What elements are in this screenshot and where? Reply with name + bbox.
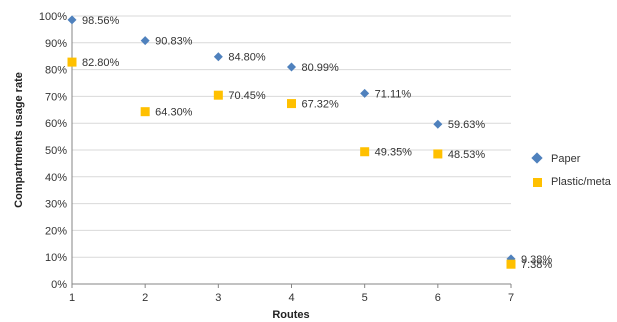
paper-data-label: 9.38% xyxy=(521,254,552,266)
legend-paper-label: Paper xyxy=(551,153,581,165)
legend-plastic-label: Plastic/meta xyxy=(551,176,612,188)
plastic-point xyxy=(140,107,150,117)
paper-data-label: 98.56% xyxy=(82,15,120,27)
y-tick-label: 70% xyxy=(45,91,67,103)
plastic-data-label: 49.35% xyxy=(375,147,413,159)
y-tick-label: 30% xyxy=(45,199,67,211)
legend: Paper Plastic/meta xyxy=(531,152,612,188)
axes xyxy=(71,16,512,288)
y-tick-label: 0% xyxy=(51,279,67,291)
x-tick-label: 3 xyxy=(215,292,221,304)
y-tick-label: 90% xyxy=(45,38,67,50)
legend-plastic-marker xyxy=(533,178,542,187)
plastic-point xyxy=(360,147,370,157)
paper-point xyxy=(287,62,296,72)
paper-data-label: 90.83% xyxy=(155,36,193,48)
plastic-point xyxy=(506,259,516,269)
plastic-data-label: 7.38% xyxy=(521,259,552,271)
x-tick-label: 2 xyxy=(142,292,148,304)
paper-point xyxy=(433,119,443,129)
x-tick-label: 4 xyxy=(288,292,294,304)
y-tick-label: 40% xyxy=(45,172,67,184)
plastic-point xyxy=(433,149,443,159)
x-tick-label: 1 xyxy=(69,292,75,304)
y-tick-label: 80% xyxy=(45,65,67,77)
paper-point xyxy=(67,15,77,25)
y-tick-label: 100% xyxy=(39,11,67,23)
paper-point xyxy=(213,52,223,62)
plastic-data-label: 67.32% xyxy=(302,99,340,111)
x-tick-label: 6 xyxy=(435,292,441,304)
y-tick-label: 20% xyxy=(45,225,67,237)
plastic-data-label: 82.80% xyxy=(82,57,120,69)
paper-data-label: 71.11% xyxy=(375,88,412,100)
x-tick-labels: 1 2 3 4 5 6 7 xyxy=(69,292,514,304)
legend-paper-marker xyxy=(531,152,543,164)
paper-point xyxy=(360,88,370,98)
plastic-data-label: 48.53% xyxy=(448,149,486,161)
series-markers xyxy=(67,15,516,269)
y-tick-labels: 0% 10% 20% 30% 40% 50% 60% 70% 80% 90% 100% xyxy=(39,11,67,291)
y-tick-label: 60% xyxy=(45,118,67,130)
plastic-point xyxy=(213,90,223,100)
data-labels: 98.56% 90.83% 84.80% 80.99% 71.11% 59.63% 9.38… xyxy=(82,15,552,271)
plastic-data-label: 70.45% xyxy=(228,90,266,102)
paper-data-label: 80.99% xyxy=(302,62,340,74)
x-tick-label: 7 xyxy=(508,292,514,304)
y-axis-title: Compartments usage rate xyxy=(13,72,25,208)
plastic-point xyxy=(67,57,77,67)
paper-point xyxy=(140,36,150,46)
paper-data-label: 59.63% xyxy=(448,119,486,131)
gridlines xyxy=(72,15,511,258)
plastic-data-label: 64.30% xyxy=(155,107,193,119)
x-axis-title: Routes xyxy=(272,309,309,321)
y-tick-label: 50% xyxy=(45,145,67,157)
y-tick-label: 10% xyxy=(45,252,67,264)
x-tick-label: 5 xyxy=(362,292,368,304)
plastic-point xyxy=(287,99,296,109)
paper-data-label: 84.80% xyxy=(228,52,266,64)
